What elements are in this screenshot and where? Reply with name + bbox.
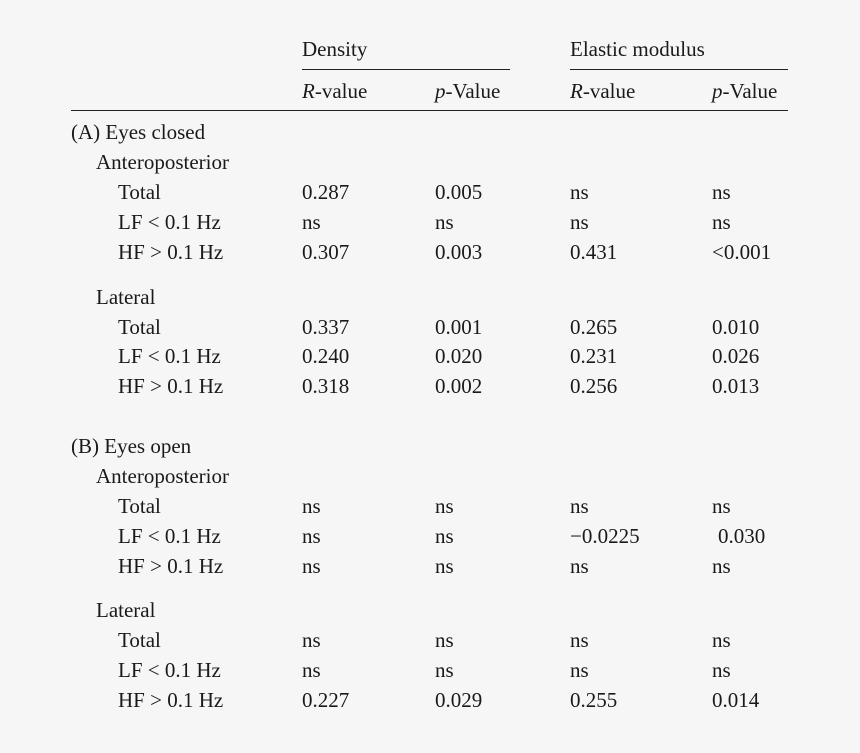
cell-elastic-r: ns	[570, 554, 589, 578]
subsection-title: Anteroposterior	[96, 150, 229, 174]
elastic-modulus-group-header: Elastic modulus	[570, 37, 705, 61]
cell-elastic-p: ns	[712, 210, 731, 234]
cell-elastic-r: ns	[570, 210, 589, 234]
cell-elastic-p: 0.026	[712, 344, 760, 368]
cell-density-r: 0.287	[302, 180, 350, 204]
row-label: HF > 0.1 Hz	[118, 688, 224, 712]
cell-elastic-r: ns	[570, 494, 589, 518]
cell-elastic-r: −0.0225	[570, 524, 640, 548]
cell-density-p: ns	[435, 210, 454, 234]
density-group-header: Density	[302, 37, 368, 61]
cell-density-p: 0.001	[435, 315, 483, 339]
row-label: HF > 0.1 Hz	[118, 554, 224, 578]
cell-density-p: 0.029	[435, 688, 483, 712]
row-label: LF < 0.1 Hz	[118, 344, 221, 368]
subsection-title: Anteroposterior	[96, 464, 229, 488]
cell-density-p: ns	[435, 554, 454, 578]
cell-density-r: ns	[302, 658, 321, 682]
row-label: HF > 0.1 Hz	[118, 240, 224, 264]
cell-density-r: ns	[302, 628, 321, 652]
cell-elastic-r: 0.255	[570, 688, 618, 712]
cell-elastic-r: 0.256	[570, 374, 618, 398]
cell-density-r: 0.337	[302, 315, 350, 339]
density-header-rule	[302, 69, 510, 70]
cell-density-r: ns	[302, 494, 321, 518]
elastic-p-value-header: p-Value	[712, 79, 778, 103]
row-label: Total	[118, 180, 161, 204]
subsection-title: Lateral	[96, 285, 156, 309]
cell-density-r: ns	[302, 210, 321, 234]
cell-elastic-p: ns	[712, 554, 731, 578]
row-label: HF > 0.1 Hz	[118, 374, 224, 398]
cell-elastic-r: 0.431	[570, 240, 618, 264]
cell-elastic-p: <0.001	[712, 240, 772, 264]
cell-density-p: 0.002	[435, 374, 483, 398]
cell-density-r: 0.227	[302, 688, 350, 712]
cell-density-r: 0.318	[302, 374, 350, 398]
elastic-header-rule	[570, 69, 788, 70]
elastic-r-value-header: R-value	[570, 79, 636, 103]
cell-density-p: ns	[435, 494, 454, 518]
cell-elastic-r: ns	[570, 628, 589, 652]
cell-elastic-p: ns	[712, 658, 731, 682]
row-label: LF < 0.1 Hz	[118, 210, 221, 234]
table-header-bottom-rule	[71, 110, 788, 111]
cell-elastic-p: 0.014	[712, 688, 760, 712]
cell-density-r: 0.307	[302, 240, 350, 264]
subsection-title: Lateral	[96, 598, 156, 622]
cell-elastic-r: ns	[570, 658, 589, 682]
row-label: LF < 0.1 Hz	[118, 658, 221, 682]
cell-elastic-p: ns	[712, 180, 731, 204]
density-r-value-header: R-value	[302, 79, 368, 103]
cell-elastic-p: ns	[712, 494, 731, 518]
cell-elastic-r: 0.231	[570, 344, 618, 368]
cell-density-r: ns	[302, 524, 321, 548]
section-title: (A) Eyes closed	[71, 120, 206, 144]
cell-elastic-p: 0.013	[712, 374, 760, 398]
cell-density-r: ns	[302, 554, 321, 578]
cell-elastic-p: 0.030	[718, 524, 766, 548]
row-label: Total	[118, 494, 161, 518]
cell-elastic-r: ns	[570, 180, 589, 204]
cell-density-p: ns	[435, 524, 454, 548]
cell-elastic-p: 0.010	[712, 315, 760, 339]
row-label: Total	[118, 315, 161, 339]
row-label: Total	[118, 628, 161, 652]
section-title: (B) Eyes open	[71, 434, 192, 458]
cell-elastic-p: ns	[712, 628, 731, 652]
cell-density-p: ns	[435, 658, 454, 682]
cell-elastic-r: 0.265	[570, 315, 618, 339]
row-label: LF < 0.1 Hz	[118, 524, 221, 548]
cell-density-p: 0.003	[435, 240, 483, 264]
cell-density-p: 0.020	[435, 344, 483, 368]
cell-density-p: 0.005	[435, 180, 483, 204]
cell-density-r: 0.240	[302, 344, 350, 368]
cell-density-p: ns	[435, 628, 454, 652]
density-p-value-header: p-Value	[435, 79, 501, 103]
